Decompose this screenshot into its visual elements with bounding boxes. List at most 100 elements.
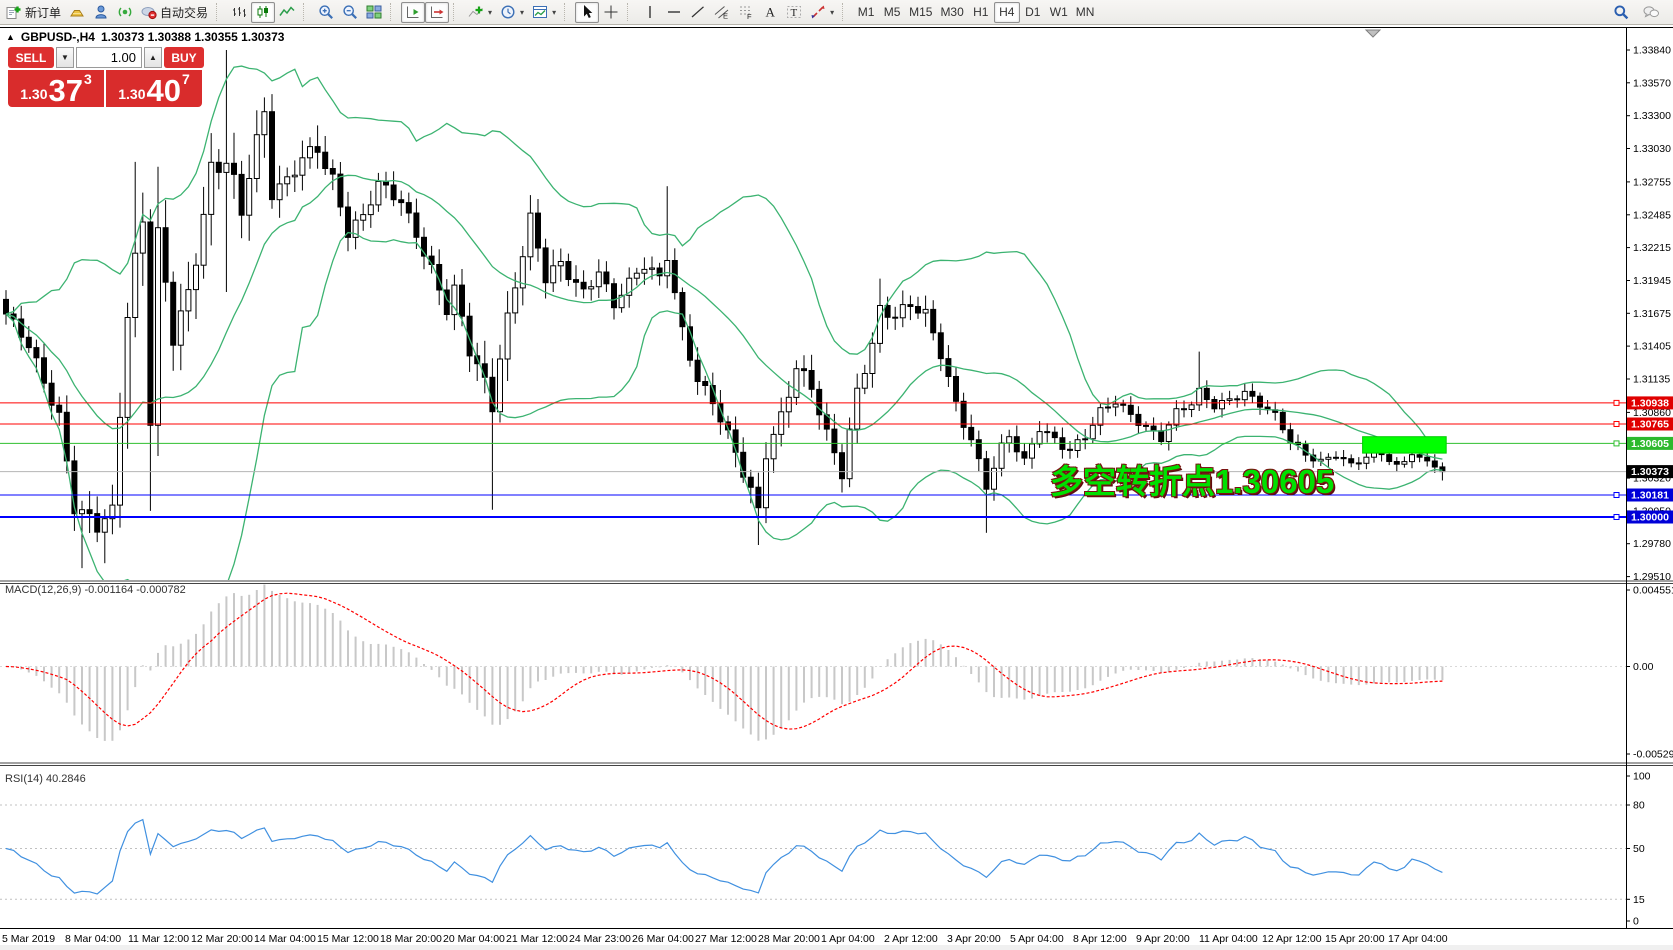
market-watch-button[interactable] [65,2,89,23]
zoom-in-button[interactable] [314,2,338,23]
svg-text:1.33030: 1.33030 [1633,143,1671,155]
button-label: M15 [909,5,933,19]
signal-icon [117,4,133,20]
crosshair-icon [603,4,619,20]
tf-w1[interactable]: W1 [1046,2,1072,23]
hline-icon [666,4,682,20]
svg-text:50: 50 [1633,843,1645,855]
volume-input[interactable]: 1.00 [76,47,142,68]
line-handle[interactable] [1613,492,1620,498]
tf-m30[interactable]: M30 [936,2,967,23]
chat-button[interactable] [1639,2,1663,23]
tf-d1[interactable]: D1 [1020,2,1046,23]
svg-text:11 Mar 12:00: 11 Mar 12:00 [128,933,189,945]
svg-text:20 Mar 04:00: 20 Mar 04:00 [443,933,505,945]
svg-text:12 Apr 12:00: 12 Apr 12:00 [1262,933,1322,945]
indicators-icon [468,4,484,20]
button-label: D1 [1025,5,1041,19]
fibonacci-button[interactable]: F [734,2,758,23]
tf-m15[interactable]: M15 [905,2,936,23]
chevron-down-icon: ▾ [552,7,557,17]
svg-text:1.30000: 1.30000 [1631,512,1669,524]
tf-mn[interactable]: MN [1072,2,1099,23]
svg-text:1.30605: 1.30605 [1631,438,1669,450]
line-handle[interactable] [1613,514,1620,520]
button-label: 自动交易 [160,5,209,20]
rsi-pane[interactable] [0,804,1626,900]
search-button[interactable] [1609,2,1633,23]
one-click-trading-panel: SELL ▼ 1.00 ▲ BUY 1.30 37 3 1.30 40 7 [8,47,205,107]
line-handle[interactable] [1613,421,1620,427]
tf-h1[interactable]: H1 [968,2,994,23]
signals-button[interactable] [113,2,137,23]
zoom-out-button[interactable] [338,2,362,23]
tf-m5[interactable]: M5 [879,2,905,23]
autotrading-icon [141,4,157,20]
volume-increase-button[interactable]: ▲ [144,47,162,68]
line-handle[interactable] [1613,399,1620,406]
bar-chart-button[interactable] [227,2,251,23]
tile-windows-icon [366,4,382,20]
sell-price-button[interactable]: 1.30 37 3 [8,70,104,107]
text-button[interactable]: A [758,2,782,23]
chart-candles-icon [255,4,271,20]
expert-advisors-button[interactable] [89,2,113,23]
auto-scroll-button[interactable] [401,1,426,23]
macd-pane[interactable] [0,584,1626,741]
trendline-button[interactable] [686,2,710,23]
buy-button[interactable]: BUY [164,47,204,68]
chart-shift-marker-icon[interactable] [1364,29,1382,38]
line-chart-button[interactable] [275,2,299,23]
price-pane[interactable] [0,50,1626,608]
vline-icon [642,4,658,20]
button-label: M1 [857,5,875,19]
horizontal-line-button[interactable] [662,2,686,23]
svg-text:1.32215: 1.32215 [1633,242,1671,254]
indicators-button[interactable]: ▾ [464,2,496,23]
volume-decrease-button[interactable]: ▼ [56,47,74,68]
buy-price-pip: 7 [181,71,190,87]
svg-text:A: A [766,5,776,20]
templates-icon [532,4,548,20]
svg-text:14 Mar 04:00: 14 Mar 04:00 [254,933,316,945]
tf-h4[interactable]: H4 [993,1,1020,23]
svg-text:80: 80 [1633,800,1645,812]
svg-text:1.30181: 1.30181 [1631,490,1669,502]
macd-signal-line [5,592,1443,730]
candlestick-chart-button[interactable] [251,1,276,23]
chart-shift-button[interactable] [425,1,450,23]
sell-button[interactable]: SELL [8,47,54,68]
svg-text:1.31675: 1.31675 [1633,308,1671,320]
buy-price-small: 1.30 [118,86,146,102]
sell-price-big: 37 [48,73,83,108]
new-order-button[interactable]: 新订单 [2,2,65,23]
arrows-button[interactable]: ▾ [806,2,838,23]
vertical-line-button[interactable] [638,2,662,23]
autoscroll-icon [405,4,421,20]
autotrading-button[interactable]: 自动交易 [137,2,212,23]
templates-button[interactable]: ▾ [528,2,560,23]
cursor-icon [579,4,595,20]
button-label: H4 [999,5,1015,19]
button-label: W1 [1049,5,1068,19]
text-label-button[interactable]: T [782,2,806,23]
zoom-in-icon [318,4,334,20]
tf-m1[interactable]: M1 [853,2,879,23]
fibonacci-icon: F [738,4,754,20]
svg-text:12 Mar 20:00: 12 Mar 20:00 [191,933,253,945]
channel-button[interactable]: E [710,2,734,23]
svg-text:E: E [723,12,728,21]
collapse-quote-panel-icon[interactable]: ▲ [6,32,15,42]
tile-windows-button[interactable] [362,2,386,23]
crosshair-button[interactable] [599,2,623,23]
highlight-rectangle[interactable] [1362,436,1447,454]
svg-text:8 Mar 04:00: 8 Mar 04:00 [65,933,121,945]
line-handle[interactable] [1613,440,1620,447]
toolbar-separator [564,3,572,21]
cursor-button[interactable] [575,1,600,23]
buy-price-button[interactable]: 1.30 40 7 [106,70,202,107]
periods-button[interactable]: ▾ [496,2,528,23]
chart-annotation-text[interactable]: 多空转折点1.30605 [1050,463,1335,500]
